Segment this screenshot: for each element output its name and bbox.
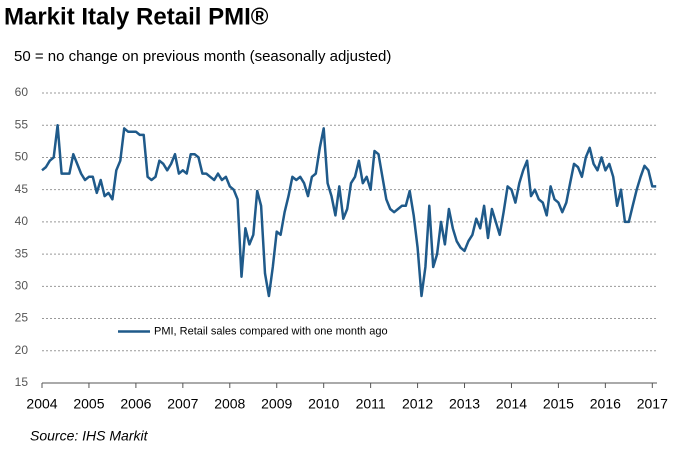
y-tick-label: 45 (15, 182, 29, 196)
chart-title: Markit Italy Retail PMI® (4, 3, 269, 30)
y-tick-label: 50 (15, 150, 29, 164)
x-tick-label: 2016 (590, 396, 621, 412)
x-tick-label: 2017 (637, 396, 668, 412)
x-tick-label: 2007 (167, 396, 198, 412)
x-tick-label: 2010 (308, 396, 339, 412)
data-line (41, 123, 657, 298)
x-tick-label: 2005 (73, 396, 104, 412)
y-tick-label: 55 (15, 117, 29, 131)
x-tick-label: 2013 (449, 396, 480, 412)
x-tick-label: 2006 (120, 396, 151, 412)
y-tick-label: 20 (15, 343, 29, 357)
x-tick-label: 2012 (402, 396, 433, 412)
y-tick-label: 25 (15, 311, 29, 325)
x-tick-label: 2004 (26, 396, 57, 412)
x-tick-label: 2011 (356, 396, 386, 412)
y-tick-label: 35 (15, 246, 29, 260)
x-tick-label: 2015 (543, 396, 574, 412)
x-tick-label: 2009 (261, 396, 292, 412)
legend-label: PMI, Retail sales compared with one mont… (154, 325, 388, 337)
source: Source: IHS Markit (30, 428, 149, 444)
chart-subtitle: 50 = no change on previous month (season… (14, 48, 391, 65)
y-tick-label: 15 (15, 375, 29, 389)
x-tick-label: 2014 (496, 396, 527, 412)
y-tick-label: 30 (15, 279, 29, 293)
x-tick-label: 2008 (214, 396, 245, 412)
y-tick-label: 60 (15, 85, 29, 99)
y-tick-label: 40 (15, 214, 29, 228)
